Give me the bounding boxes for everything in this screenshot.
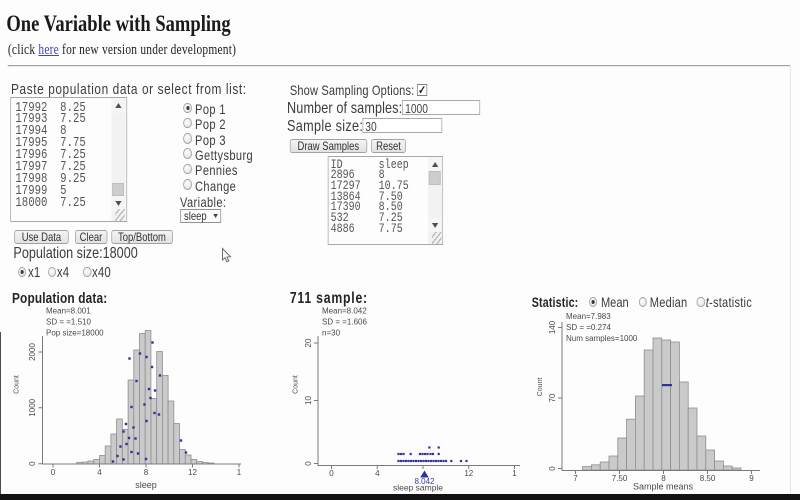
svg-text:70: 70 — [548, 393, 557, 402]
svg-text:7.50: 7.50 — [612, 474, 628, 483]
svg-text:sleep: sleep — [135, 480, 157, 490]
svg-text:12: 12 — [188, 468, 197, 477]
svg-text:Count: Count — [537, 378, 544, 397]
svg-text:2000: 2000 — [28, 343, 37, 361]
svg-text:0: 0 — [329, 469, 334, 478]
svg-text:SD = =0.274: SD = =0.274 — [566, 323, 611, 332]
svg-text:8.50: 8.50 — [700, 474, 716, 483]
svg-text:9: 9 — [749, 474, 754, 483]
svg-text:12: 12 — [464, 469, 473, 478]
svg-text:1: 1 — [512, 469, 517, 478]
svg-text:Num samples=1000: Num samples=1000 — [566, 334, 638, 343]
svg-text:Count: Count — [14, 375, 21, 394]
svg-text:20: 20 — [304, 338, 313, 347]
svg-text:Mean=7.983: Mean=7.983 — [566, 312, 611, 321]
svg-text:8: 8 — [661, 474, 666, 483]
svg-text:Sample means: Sample means — [633, 482, 694, 492]
svg-text:SD = =1.606: SD = =1.606 — [322, 318, 367, 327]
svg-text:8: 8 — [144, 468, 149, 477]
svg-text:0: 0 — [28, 461, 37, 466]
svg-text:n=30: n=30 — [322, 329, 341, 338]
svg-text:7: 7 — [573, 474, 578, 483]
svg-text:Count: Count — [293, 375, 300, 394]
svg-text:4: 4 — [375, 469, 380, 478]
svg-text:Mean=8.042: Mean=8.042 — [322, 307, 367, 316]
svg-text:1: 1 — [237, 468, 242, 477]
svg-text:8.042: 8.042 — [414, 477, 435, 486]
svg-text:sleep sample: sleep sample — [393, 483, 443, 493]
svg-text:Pop size=18000: Pop size=18000 — [46, 329, 104, 338]
svg-text:4: 4 — [97, 468, 102, 477]
svg-text:Mean=8.001: Mean=8.001 — [46, 307, 91, 316]
svg-text:10: 10 — [304, 396, 313, 405]
svg-text:1000: 1000 — [28, 398, 37, 416]
svg-text:0: 0 — [548, 466, 557, 471]
svg-text:140: 140 — [548, 320, 557, 334]
svg-text:0: 0 — [51, 468, 56, 477]
svg-text:0: 0 — [304, 461, 313, 466]
svg-text:SD = =1.510: SD = =1.510 — [46, 318, 91, 327]
